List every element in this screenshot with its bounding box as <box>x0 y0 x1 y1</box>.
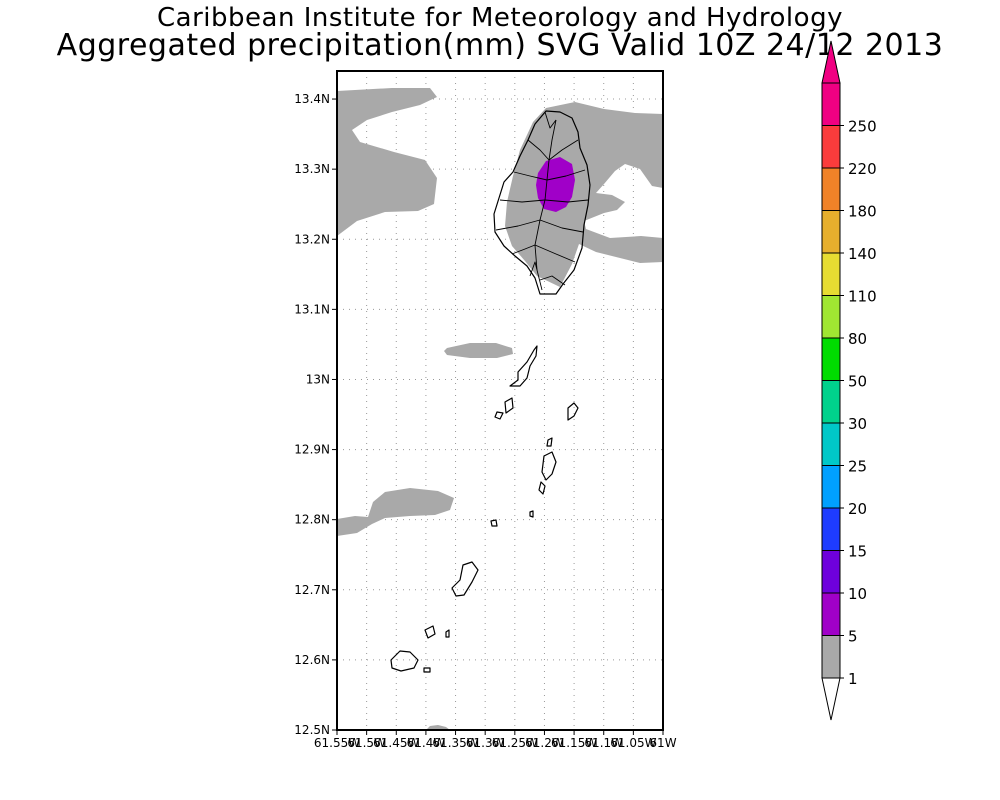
y-tick-label: 12.8N <box>294 513 330 527</box>
carriacou-island <box>390 650 419 672</box>
x-tick-label: 61.3W <box>466 736 505 750</box>
colorbar-over-triangle <box>821 40 841 84</box>
y-tick-label: 13N <box>306 372 330 386</box>
precipitation-layer <box>337 88 663 730</box>
colorbar-label: 110 <box>848 288 877 306</box>
colorbar-label: 5 <box>848 628 858 646</box>
x-tick-label: 61.5W <box>347 736 386 750</box>
saint-vincent-river-lines <box>495 111 589 291</box>
x-tick-label: 61.2W <box>525 736 564 750</box>
colorbar-label: 50 <box>848 373 867 391</box>
colorbar-segment <box>821 295 841 339</box>
colorbar-label: 140 <box>848 245 877 263</box>
title-line-1: Caribbean Institute for Meteorology and … <box>157 3 843 33</box>
colorbar-segment <box>821 125 841 169</box>
y-axis: 13.4N 13.3N 13.2N 13.1N 13N 12.9N 12.8N 12.7N 12… <box>294 92 337 737</box>
islet-3 <box>546 437 553 447</box>
y-tick-label: 13.1N <box>294 302 330 316</box>
saint-vincent-island <box>493 110 591 295</box>
y-tick-label: 12.5N <box>294 723 330 737</box>
precip-area-northeast <box>505 102 663 287</box>
islet-5 <box>490 519 498 527</box>
y-tick-label: 12.7N <box>294 583 330 597</box>
colorbar-label: 1 <box>848 670 858 688</box>
islet-1 <box>504 397 514 414</box>
y-tick-label: 13.3N <box>294 162 330 176</box>
precip-area-southwest <box>337 488 454 536</box>
plot-frame <box>336 70 664 731</box>
islet-6 <box>529 510 534 518</box>
x-tick-label: 61.45W <box>373 736 419 750</box>
x-tick-label: 61.1W <box>584 736 623 750</box>
y-tick-label: 13.4N <box>294 92 330 106</box>
x-tick-label: 61.35W <box>432 736 478 750</box>
colorbar-segment <box>821 252 841 296</box>
y-tick-label: 13.2N <box>294 232 330 246</box>
colorbar-label: 80 <box>848 330 867 348</box>
colorbar-label: 250 <box>848 118 877 136</box>
colorbar-label: 15 <box>848 543 867 561</box>
colorbar-label: 25 <box>848 458 867 476</box>
colorbar-label: 220 <box>848 160 877 178</box>
colorbar-segment <box>821 592 841 636</box>
x-tick-label: 61.4W <box>407 736 446 750</box>
colorbar-segment <box>821 465 841 509</box>
islet-4 <box>538 481 546 495</box>
union-island <box>451 561 479 597</box>
canouan-island <box>541 451 557 481</box>
precip-area-south <box>426 725 450 730</box>
colorbar-segment <box>821 82 841 126</box>
colorbar-segment <box>821 210 841 254</box>
colorbar-segment <box>821 550 841 594</box>
precip-area-northwest <box>337 88 437 236</box>
colorbar-segment <box>821 167 841 211</box>
colorbar-label: 20 <box>848 500 867 518</box>
carriacou-islet-1 <box>424 625 436 639</box>
mustique-island <box>567 402 579 421</box>
x-tick-label: 61.25W <box>492 736 538 750</box>
colorbar-under-triangle <box>821 677 841 721</box>
precip-area-central <box>444 343 513 358</box>
colorbar-segment <box>821 380 841 424</box>
y-tick-label: 12.6N <box>294 653 330 667</box>
x-axis: 61.55W61.5W61.45W61.4W61.35W61.3W61.25W6… <box>314 730 677 750</box>
title-line-2: Aggregated precipitation(mm) SVG Valid 1… <box>56 28 944 63</box>
x-tick-label: 61.55W <box>314 736 360 750</box>
islet-7 <box>423 667 431 673</box>
precip-area-5-10mm <box>536 157 575 212</box>
x-tick-label: 61W <box>649 736 676 750</box>
colorbar-label: 10 <box>848 585 867 603</box>
colorbar-label: 180 <box>848 203 877 221</box>
island-outlines <box>390 110 591 673</box>
islet-2 <box>494 411 504 420</box>
x-tick-label: 61.05W <box>610 736 656 750</box>
colorbar-segment <box>821 635 841 679</box>
colorbar-segment <box>821 337 841 381</box>
y-tick-label: 12.9N <box>294 443 330 457</box>
colorbar-segment <box>821 507 841 551</box>
bequia-island <box>509 345 538 387</box>
x-tick-label: 61.15W <box>551 736 597 750</box>
carriacou-islet-2 <box>445 629 450 638</box>
colorbar-label: 30 <box>848 415 867 433</box>
colorbar-segment <box>821 422 841 466</box>
